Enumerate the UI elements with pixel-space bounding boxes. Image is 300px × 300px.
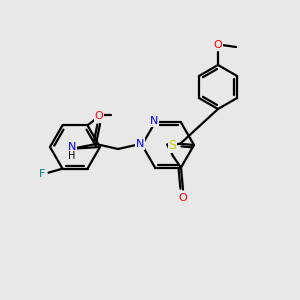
Text: O: O bbox=[178, 193, 188, 202]
Text: N: N bbox=[68, 142, 76, 152]
Text: N: N bbox=[150, 116, 158, 127]
Text: O: O bbox=[94, 111, 103, 121]
Text: O: O bbox=[214, 40, 222, 50]
Text: F: F bbox=[39, 169, 46, 179]
Text: S: S bbox=[168, 139, 176, 152]
Text: N: N bbox=[136, 139, 144, 149]
Text: H: H bbox=[68, 151, 76, 161]
